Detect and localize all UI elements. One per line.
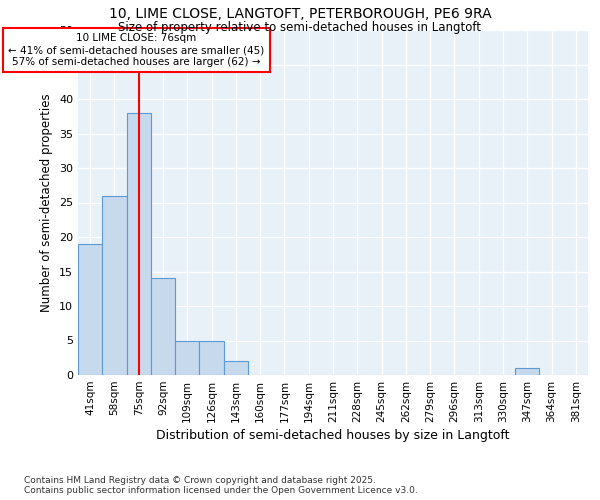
- Bar: [151, 278, 175, 375]
- Text: 10 LIME CLOSE: 76sqm
← 41% of semi-detached houses are smaller (45)
57% of semi-: 10 LIME CLOSE: 76sqm ← 41% of semi-detac…: [8, 34, 265, 66]
- Text: Contains HM Land Registry data © Crown copyright and database right 2025.
Contai: Contains HM Land Registry data © Crown c…: [24, 476, 418, 495]
- X-axis label: Distribution of semi-detached houses by size in Langtoft: Distribution of semi-detached houses by …: [156, 429, 510, 442]
- Bar: [175, 340, 199, 375]
- Bar: [78, 244, 102, 375]
- Text: Size of property relative to semi-detached houses in Langtoft: Size of property relative to semi-detach…: [119, 21, 482, 34]
- Bar: [199, 340, 224, 375]
- Bar: [102, 196, 127, 375]
- Bar: [515, 368, 539, 375]
- Bar: [224, 361, 248, 375]
- Text: 10, LIME CLOSE, LANGTOFT, PETERBOROUGH, PE6 9RA: 10, LIME CLOSE, LANGTOFT, PETERBOROUGH, …: [109, 8, 491, 22]
- Bar: [127, 113, 151, 375]
- Y-axis label: Number of semi-detached properties: Number of semi-detached properties: [40, 93, 53, 312]
